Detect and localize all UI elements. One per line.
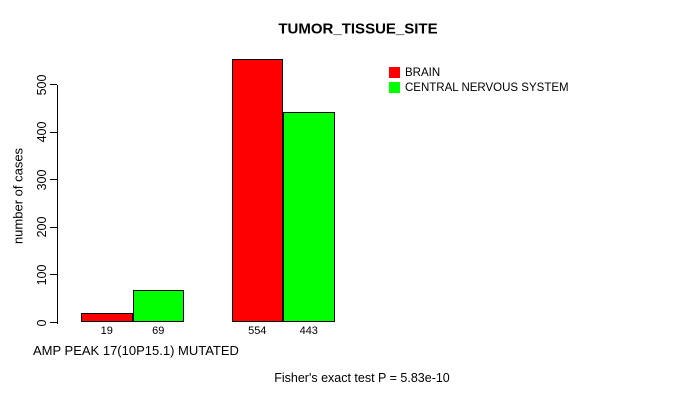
y-axis-tick-label: 500 — [35, 74, 49, 95]
legend-swatch-icon — [389, 82, 400, 93]
statistical-annotation: Fisher's exact test P = 5.83e-10 — [274, 371, 450, 385]
x-axis-caption: AMP PEAK 17(10P15.1) MUTATED — [33, 343, 239, 358]
bar-value-label: 69 — [152, 325, 165, 337]
y-axis-tick — [50, 274, 57, 276]
legend-item: BRAIN — [389, 65, 569, 80]
legend: BRAIN CENTRAL NERVOUS SYSTEM — [389, 65, 569, 95]
bar-brain-group1 — [81, 313, 133, 323]
y-axis-tick-label: 0 — [35, 319, 49, 326]
bar-value-label: 19 — [100, 325, 113, 337]
chart-title: TUMOR_TISSUE_SITE — [278, 20, 438, 38]
y-axis-tick-label: 100 — [35, 264, 49, 286]
y-axis-line — [57, 84, 58, 324]
legend-item: CENTRAL NERVOUS SYSTEM — [389, 80, 569, 95]
y-axis-tick — [50, 131, 57, 133]
bar-value-label: 554 — [248, 325, 267, 337]
legend-label: CENTRAL NERVOUS SYSTEM — [405, 81, 569, 94]
bar-value-label: 443 — [299, 325, 318, 337]
bar-brain-group2 — [231, 58, 283, 323]
y-axis-tick — [50, 84, 57, 85]
legend-label: BRAIN — [405, 66, 441, 79]
legend-swatch-icon — [389, 67, 400, 78]
y-axis-tick-label: 400 — [35, 121, 49, 143]
bar-central-nervous-system-group1 — [132, 289, 184, 323]
bar-central-nervous-system-group2 — [283, 111, 335, 323]
y-axis-tick — [50, 179, 57, 181]
y-axis-tick-label: 300 — [35, 169, 49, 191]
y-axis-tick — [50, 322, 57, 323]
y-axis-tick-label: 200 — [35, 216, 49, 238]
y-axis-tick — [50, 226, 57, 228]
